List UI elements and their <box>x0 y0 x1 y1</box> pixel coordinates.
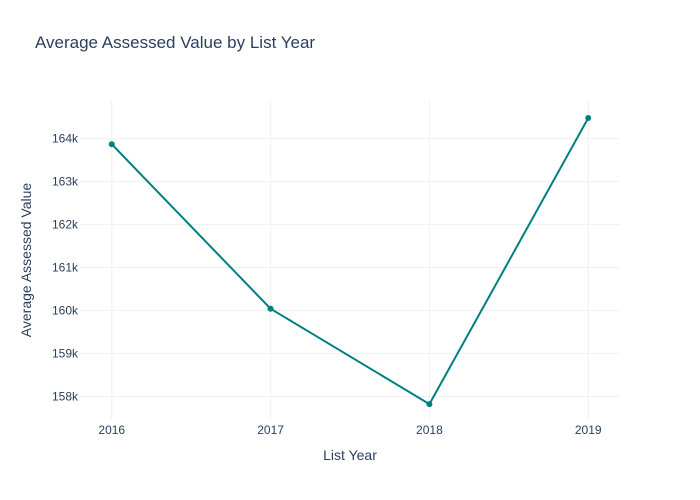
y-tick-label: 162k <box>52 218 79 232</box>
y-tick-label: 158k <box>52 389 79 403</box>
x-axis-ticks: 2016 2017 2018 2019 <box>98 423 601 437</box>
gridlines <box>80 100 620 420</box>
data-point <box>108 141 115 148</box>
series-group <box>108 115 592 408</box>
chart-title: Average Assessed Value by List Year <box>35 33 316 52</box>
data-point <box>426 401 433 408</box>
y-axis-title: Average Assessed Value <box>18 183 34 338</box>
data-point <box>585 115 592 122</box>
series-line <box>111 117 590 406</box>
y-tick-label: 164k <box>52 132 79 146</box>
x-tick-label: 2017 <box>257 423 284 437</box>
y-axis-ticks: 158k 159k 160k 161k 162k 163k 164k <box>52 132 79 404</box>
y-tick-label: 163k <box>52 175 79 189</box>
y-tick-label: 159k <box>52 346 79 360</box>
y-tick-label: 161k <box>52 261 79 275</box>
x-tick-label: 2018 <box>416 423 443 437</box>
x-axis-title: List Year <box>323 447 377 463</box>
x-tick-label: 2019 <box>575 423 602 437</box>
y-tick-label: 160k <box>52 303 79 317</box>
x-tick-label: 2016 <box>98 423 125 437</box>
data-point <box>267 305 274 312</box>
